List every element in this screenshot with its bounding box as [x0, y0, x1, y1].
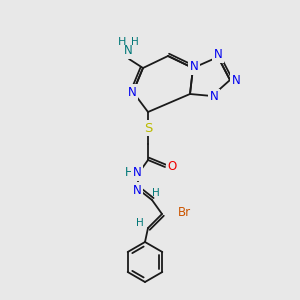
Text: N: N [190, 61, 198, 74]
Text: N: N [210, 91, 218, 103]
Text: O: O [167, 160, 177, 173]
Text: H: H [131, 37, 139, 47]
Text: N: N [232, 74, 240, 86]
Text: N: N [124, 44, 132, 58]
Text: S: S [144, 122, 152, 134]
Text: N: N [133, 167, 141, 179]
Text: H: H [136, 218, 144, 228]
Text: Br: Br [177, 206, 190, 220]
Text: N: N [133, 184, 141, 196]
Text: H: H [118, 37, 126, 47]
Text: N: N [214, 49, 222, 62]
Text: N: N [128, 85, 136, 98]
Text: H: H [152, 188, 160, 198]
Text: H: H [124, 166, 134, 178]
